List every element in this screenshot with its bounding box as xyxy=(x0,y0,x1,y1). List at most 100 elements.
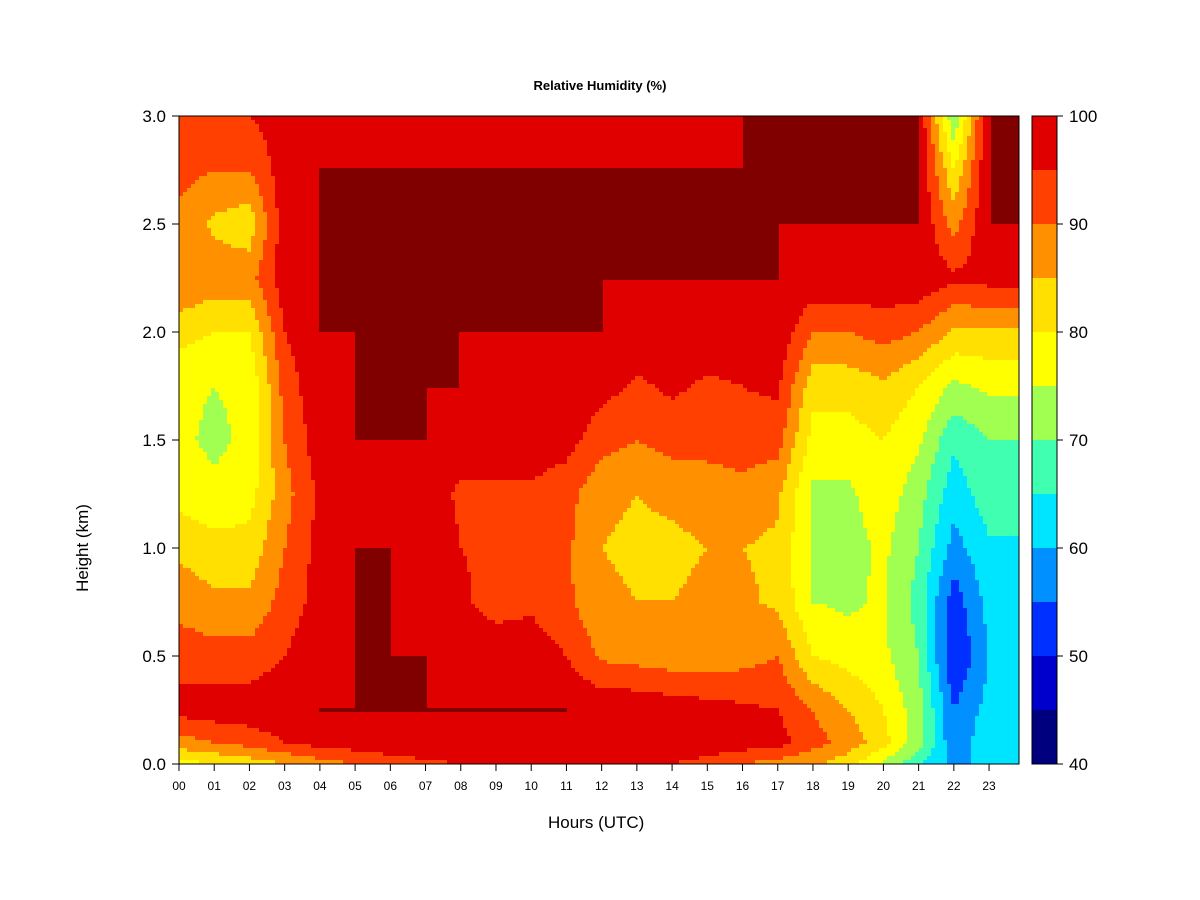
heatmap-cell xyxy=(203,272,208,277)
heatmap-cell xyxy=(263,340,268,345)
heatmap-cell xyxy=(247,244,252,249)
heatmap-cell xyxy=(251,304,256,309)
heatmap-cell xyxy=(291,396,296,401)
heatmap-cell xyxy=(231,556,236,561)
heatmap-cell xyxy=(259,640,264,645)
heatmap-cell xyxy=(187,380,192,385)
heatmap-cell xyxy=(231,460,236,465)
heatmap-cell xyxy=(291,500,296,505)
heatmap-cell xyxy=(259,172,264,177)
heatmap-cell xyxy=(255,268,260,273)
heatmap-cell xyxy=(299,292,304,297)
heatmap-cell xyxy=(255,560,260,565)
heatmap-cell xyxy=(191,752,196,757)
heatmap-cell xyxy=(211,584,216,589)
heatmap-cell xyxy=(211,408,216,413)
heatmap-cell xyxy=(187,252,192,257)
heatmap-cell xyxy=(199,700,204,705)
heatmap-cell xyxy=(235,520,240,525)
heatmap-cell xyxy=(251,652,256,657)
heatmap-cell xyxy=(219,320,224,325)
heatmap-cell xyxy=(183,364,188,369)
heatmap-cell xyxy=(275,688,280,693)
heatmap-cell xyxy=(199,640,204,645)
heatmap-cell xyxy=(263,612,268,617)
heatmap-cell xyxy=(191,724,196,729)
heatmap-cell xyxy=(267,280,272,285)
heatmap-cell xyxy=(243,492,248,497)
heatmap-cell xyxy=(231,588,236,593)
heatmap-cell xyxy=(207,412,212,417)
heatmap-cell xyxy=(263,432,268,437)
heatmap-cell xyxy=(255,528,260,533)
heatmap-cell xyxy=(267,712,272,717)
heatmap-cell xyxy=(259,388,264,393)
heatmap-cell xyxy=(231,376,236,381)
heatmap-cell xyxy=(207,564,212,569)
heatmap-cell xyxy=(179,300,184,305)
heatmap-cell xyxy=(179,520,184,525)
heatmap-cell xyxy=(287,580,292,585)
heatmap-cell xyxy=(299,308,304,313)
heatmap-cell xyxy=(279,620,284,625)
heatmap-cell xyxy=(287,592,292,597)
heatmap-cell xyxy=(291,720,296,725)
heatmap-cell xyxy=(191,140,196,145)
heatmap-cell xyxy=(263,344,268,349)
heatmap-cell xyxy=(235,268,240,273)
heatmap-cell xyxy=(183,704,188,709)
heatmap-cell xyxy=(283,420,288,425)
heatmap-cell xyxy=(267,260,272,265)
heatmap-cell xyxy=(179,276,184,281)
heatmap-cell xyxy=(255,520,260,525)
heatmap-cell xyxy=(203,328,208,333)
heatmap-cell xyxy=(259,544,264,549)
heatmap-cell xyxy=(223,200,228,205)
heatmap-cell xyxy=(279,304,284,309)
heatmap-cell xyxy=(251,732,256,737)
heatmap-cell xyxy=(271,720,276,725)
heatmap-cell xyxy=(287,128,292,133)
heatmap-cell xyxy=(191,244,196,249)
heatmap-cell xyxy=(223,408,228,413)
heatmap-cell xyxy=(283,228,288,233)
heatmap-cell xyxy=(179,676,184,681)
heatmap-cell xyxy=(267,368,272,373)
heatmap-cell xyxy=(235,584,240,589)
heatmap-cell xyxy=(227,748,232,753)
heatmap-cell xyxy=(207,192,212,197)
heatmap-cell xyxy=(207,736,212,741)
heatmap-cell xyxy=(179,244,184,249)
heatmap-cell xyxy=(259,252,264,257)
heatmap-cell xyxy=(179,748,184,753)
heatmap-cell xyxy=(299,348,304,353)
heatmap-cell xyxy=(199,504,204,509)
heatmap-cell xyxy=(199,724,204,729)
heatmap-cell xyxy=(231,464,236,469)
heatmap-cell xyxy=(295,616,300,621)
heatmap-cell xyxy=(211,396,216,401)
heatmap-cell xyxy=(251,532,256,537)
heatmap-cell xyxy=(283,160,288,165)
heatmap-cell xyxy=(267,748,272,753)
heatmap-cell xyxy=(259,160,264,165)
heatmap-cell xyxy=(251,740,256,745)
heatmap-cell xyxy=(239,556,244,561)
heatmap-cell xyxy=(199,684,204,689)
heatmap-cell xyxy=(219,688,224,693)
heatmap-cell xyxy=(287,412,292,417)
heatmap-cell xyxy=(243,572,248,577)
heatmap-cell xyxy=(291,624,296,629)
heatmap-cell xyxy=(235,516,240,521)
heatmap-cell xyxy=(243,392,248,397)
heatmap-cell xyxy=(243,380,248,385)
heatmap-cell xyxy=(211,488,216,493)
heatmap-cell xyxy=(271,520,276,525)
heatmap-cell xyxy=(211,336,216,341)
heatmap-cell xyxy=(243,216,248,221)
heatmap-cell xyxy=(199,696,204,701)
heatmap-cell xyxy=(239,324,244,329)
heatmap-cell xyxy=(187,528,192,533)
heatmap-cell xyxy=(239,692,244,697)
heatmap-cell xyxy=(239,580,244,585)
